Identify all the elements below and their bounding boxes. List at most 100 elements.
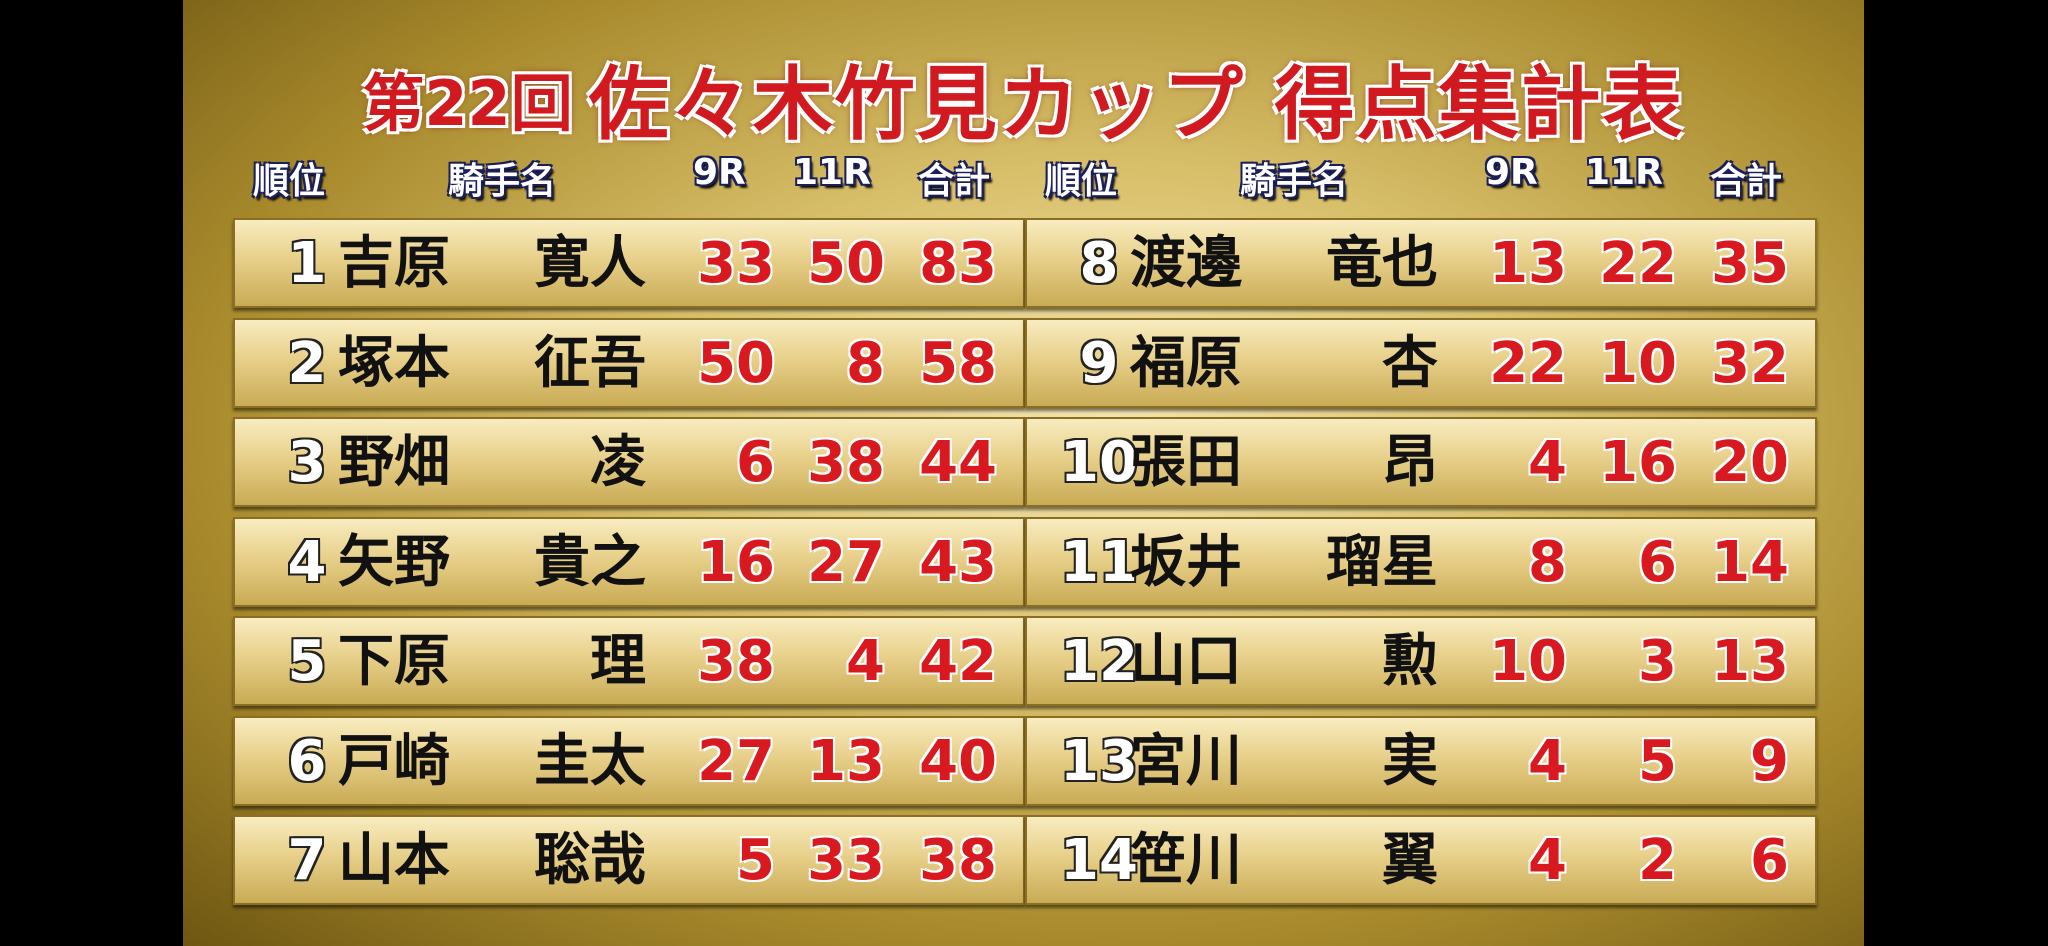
score-r11: 27 — [807, 529, 885, 595]
title-main: 佐々木竹見カップ 得点集計表 — [588, 58, 1685, 151]
jockey-surname: 矢野 — [338, 529, 450, 595]
score-total: 13 — [1711, 629, 1789, 694]
score-total: 83 — [919, 231, 997, 296]
score-total: 14 — [1711, 529, 1789, 595]
rank-number: 5 — [287, 629, 327, 694]
jockey-surname: 戸崎 — [338, 728, 450, 794]
jockey-given: 杏 — [1382, 330, 1438, 396]
jockey-surname: 塚本 — [338, 330, 450, 396]
score-r9: 5 — [736, 828, 775, 893]
rank-number: 10 — [1060, 430, 1138, 495]
table-row: 13 宮川 実 4 5 9 — [1025, 715, 1817, 806]
score-total: 20 — [1711, 430, 1789, 495]
score-r11: 10 — [1599, 330, 1677, 396]
table-row: 6 戸崎 圭太 27 13 40 — [233, 715, 1025, 806]
score-r9: 33 — [697, 231, 775, 296]
jockey-given: 凌 — [590, 430, 646, 495]
score-total: 35 — [1711, 231, 1789, 296]
score-r11: 22 — [1599, 231, 1677, 296]
jockey-given: 勲 — [1382, 629, 1438, 694]
header-total: 合計 — [1710, 161, 1783, 202]
score-total: 38 — [919, 828, 997, 893]
score-r11: 4 — [846, 629, 885, 694]
table-row: 8 渡邊 竜也 13 22 35 — [1025, 218, 1817, 308]
jockey-given: 聡哉 — [534, 828, 646, 893]
jockey-given: 翼 — [1382, 828, 1438, 893]
rank-number: 12 — [1060, 629, 1138, 694]
score-r9: 4 — [1528, 430, 1567, 495]
table-row: 7 山本 聡哉 5 33 38 — [233, 815, 1025, 905]
jockey-surname: 坂井 — [1130, 529, 1242, 595]
header-rank: 順位 — [253, 161, 326, 202]
jockey-surname: 張田 — [1130, 430, 1242, 495]
table-row: 11 坂井 瑠星 8 6 14 — [1025, 516, 1817, 607]
jockey-given: 圭太 — [534, 728, 646, 794]
jockey-surname: 吉原 — [338, 231, 450, 296]
score-r11: 6 — [1638, 529, 1677, 595]
score-r9: 4 — [1528, 728, 1567, 794]
score-r11: 38 — [807, 430, 885, 495]
rank-number: 1 — [287, 231, 327, 296]
jockey-surname: 下原 — [338, 629, 450, 694]
rank-number: 11 — [1060, 529, 1138, 595]
rank-number: 14 — [1060, 828, 1138, 893]
score-total: 44 — [919, 430, 997, 495]
jockey-given: 竜也 — [1326, 231, 1438, 296]
header-name: 騎手名 — [1240, 161, 1349, 202]
score-r9: 13 — [1489, 231, 1567, 296]
jockey-surname: 笹川 — [1130, 828, 1242, 893]
rank-number: 4 — [287, 529, 327, 595]
jockey-surname: 渡邊 — [1130, 231, 1242, 296]
score-r9: 4 — [1528, 828, 1567, 893]
header-r11: 11R — [1585, 152, 1663, 193]
rank-number: 3 — [287, 430, 327, 495]
table-row: 9 福原 杏 22 10 32 — [1025, 317, 1817, 408]
rank-number: 9 — [1079, 330, 1119, 396]
score-total: 9 — [1750, 728, 1789, 794]
score-r11: 8 — [846, 330, 885, 396]
jockey-surname: 山本 — [338, 828, 450, 893]
score-r9: 27 — [697, 728, 775, 794]
rank-number: 2 — [287, 330, 327, 396]
jockey-given: 実 — [1382, 728, 1438, 794]
jockey-given: 昂 — [1382, 430, 1438, 495]
jockey-given: 瑠星 — [1326, 529, 1438, 595]
table-row: 12 山口 勲 10 3 13 — [1025, 616, 1817, 706]
header-r11: 11R — [793, 152, 871, 193]
score-total: 40 — [919, 728, 997, 794]
score-r11: 3 — [1638, 629, 1677, 694]
table-row: 4 矢野 貴之 16 27 43 — [233, 516, 1025, 607]
page-title: 第22回 佐々木竹見カップ 得点集計表 — [183, 40, 1864, 156]
score-total: 32 — [1711, 330, 1789, 396]
score-r9: 10 — [1489, 629, 1567, 694]
header-name: 騎手名 — [448, 161, 557, 202]
header-r9: 9R — [693, 152, 746, 193]
score-total: 42 — [919, 629, 997, 694]
header-r9: 9R — [1485, 152, 1538, 193]
score-r9: 22 — [1489, 330, 1567, 396]
table-row: 5 下原 理 38 4 42 — [233, 616, 1025, 706]
table-row: 14 笹川 翼 4 2 6 — [1025, 815, 1817, 905]
table-row: 1 吉原 寛人 33 50 83 — [233, 218, 1025, 308]
score-r9: 8 — [1528, 529, 1567, 595]
score-r11: 16 — [1599, 430, 1677, 495]
score-r11: 2 — [1638, 828, 1677, 893]
score-r9: 50 — [697, 330, 775, 396]
score-r11: 33 — [807, 828, 885, 893]
score-board: 第22回 佐々木竹見カップ 得点集計表 順位 騎手名 9R 11R 合計 順位 騎手名 9R 11… — [183, 0, 1864, 946]
jockey-surname: 山口 — [1130, 629, 1242, 694]
jockey-surname: 福原 — [1130, 330, 1242, 396]
header-rank: 順位 — [1045, 161, 1118, 202]
table-row: 10 張田 昂 4 16 20 — [1025, 417, 1817, 507]
jockey-surname: 宮川 — [1130, 728, 1242, 794]
title-edition: 第22回 — [362, 67, 573, 140]
jockey-surname: 野畑 — [338, 430, 450, 495]
score-r11: 5 — [1638, 728, 1677, 794]
score-total: 6 — [1750, 828, 1789, 893]
jockey-given: 貴之 — [534, 529, 646, 595]
rank-number: 6 — [287, 728, 327, 794]
jockey-given: 理 — [590, 629, 646, 694]
table-row: 2 塚本 征吾 50 8 58 — [233, 317, 1025, 408]
jockey-given: 征吾 — [534, 330, 646, 396]
rank-number: 8 — [1079, 231, 1119, 296]
